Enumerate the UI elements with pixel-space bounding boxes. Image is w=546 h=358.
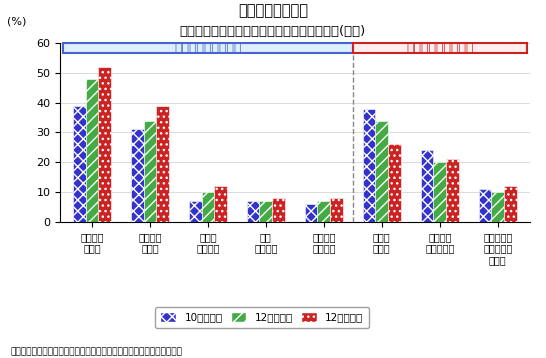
Bar [144, 121, 156, 222]
Bar [259, 201, 272, 222]
Text: （資料）内閣府「ワーク・ライフ・バランスに関する個人・企業調査」: （資料）内閣府「ワーク・ライフ・バランスに関する個人・企業調査」 [11, 347, 183, 356]
Text: 一日の労働時間別: 一日の労働時間別 [238, 4, 308, 19]
Bar [214, 186, 227, 222]
Bar [156, 106, 169, 222]
Bar [98, 67, 111, 222]
Bar [434, 162, 446, 222]
Text: 上司が抱いている残業している人のイメージ(想定): 上司が抱いている残業している人のイメージ(想定) [180, 25, 366, 38]
Bar [376, 121, 388, 222]
Bar [330, 198, 343, 222]
Bar [189, 201, 201, 222]
Bar [420, 150, 434, 222]
Bar [272, 198, 285, 222]
Text: (%): (%) [7, 16, 27, 26]
Bar [317, 201, 330, 222]
Bar [479, 189, 491, 222]
Bar [86, 79, 98, 222]
Bar [353, 43, 527, 53]
Bar [446, 159, 459, 222]
Bar [363, 108, 376, 222]
Bar [247, 201, 259, 222]
Bar [63, 43, 353, 53]
Text: ポジティブイメージ: ポジティブイメージ [174, 42, 242, 55]
Legend: 10時間未満, 12時間未満, 12時間以上: 10時間未満, 12時間未満, 12時間以上 [155, 307, 369, 328]
Bar [305, 204, 317, 222]
Bar [73, 106, 86, 222]
Text: ネガティブイメージ: ネガティブイメージ [406, 42, 473, 55]
Bar [491, 192, 504, 222]
Bar [504, 186, 517, 222]
Bar [201, 192, 214, 222]
Bar [388, 144, 401, 222]
Bar [131, 130, 144, 222]
